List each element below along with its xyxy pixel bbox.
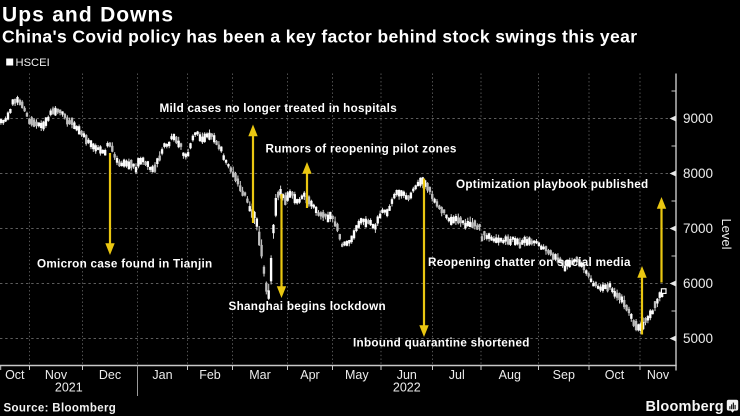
svg-text:Nov: Nov xyxy=(45,368,68,382)
svg-text:Optimization playbook publishe: Optimization playbook published xyxy=(456,178,648,191)
svg-text:Mild cases no longer treated i: Mild cases no longer treated in hospital… xyxy=(160,102,398,115)
svg-text:Bloomberg: Bloomberg xyxy=(646,399,724,415)
svg-text:Rumors of reopening pilot zone: Rumors of reopening pilot zones xyxy=(266,143,457,156)
svg-text:Inbound quarantine shortened: Inbound quarantine shortened xyxy=(353,337,530,350)
svg-text:Aug: Aug xyxy=(499,368,521,382)
svg-text:Sep: Sep xyxy=(553,368,575,382)
svg-text:Dec: Dec xyxy=(99,368,121,382)
svg-text:HSCEI: HSCEI xyxy=(16,57,50,69)
svg-text:6000: 6000 xyxy=(683,276,713,291)
svg-text:Shanghai begins lockdown: Shanghai begins lockdown xyxy=(229,300,386,313)
svg-text:Nov: Nov xyxy=(647,368,670,382)
svg-text:Oct: Oct xyxy=(5,368,25,382)
svg-text:Oct: Oct xyxy=(605,368,625,382)
svg-text:May: May xyxy=(345,368,369,382)
svg-text:Reopening chatter on social me: Reopening chatter on social media xyxy=(428,256,631,269)
svg-text:Level: Level xyxy=(719,218,734,249)
svg-text:7000: 7000 xyxy=(683,221,713,236)
svg-text:2021: 2021 xyxy=(55,381,83,395)
svg-text:Jun: Jun xyxy=(397,368,417,382)
svg-text:Mar: Mar xyxy=(249,368,271,382)
svg-text:Jan: Jan xyxy=(152,368,172,382)
svg-text:9000: 9000 xyxy=(683,111,713,126)
svg-text:Apr: Apr xyxy=(300,368,319,382)
svg-text:8000: 8000 xyxy=(683,166,713,181)
svg-text:5000: 5000 xyxy=(683,331,713,346)
svg-text:Jul: Jul xyxy=(449,368,465,382)
svg-text:China's Covid policy has been: China's Covid policy has been a key fact… xyxy=(2,26,637,46)
svg-text:Omicron case found in Tianjin: Omicron case found in Tianjin xyxy=(37,258,212,271)
svg-text:Ups and Downs: Ups and Downs xyxy=(2,3,174,26)
svg-text:Source: Bloomberg: Source: Bloomberg xyxy=(4,403,117,415)
svg-text:Feb: Feb xyxy=(199,368,221,382)
svg-text:2022: 2022 xyxy=(393,381,421,395)
